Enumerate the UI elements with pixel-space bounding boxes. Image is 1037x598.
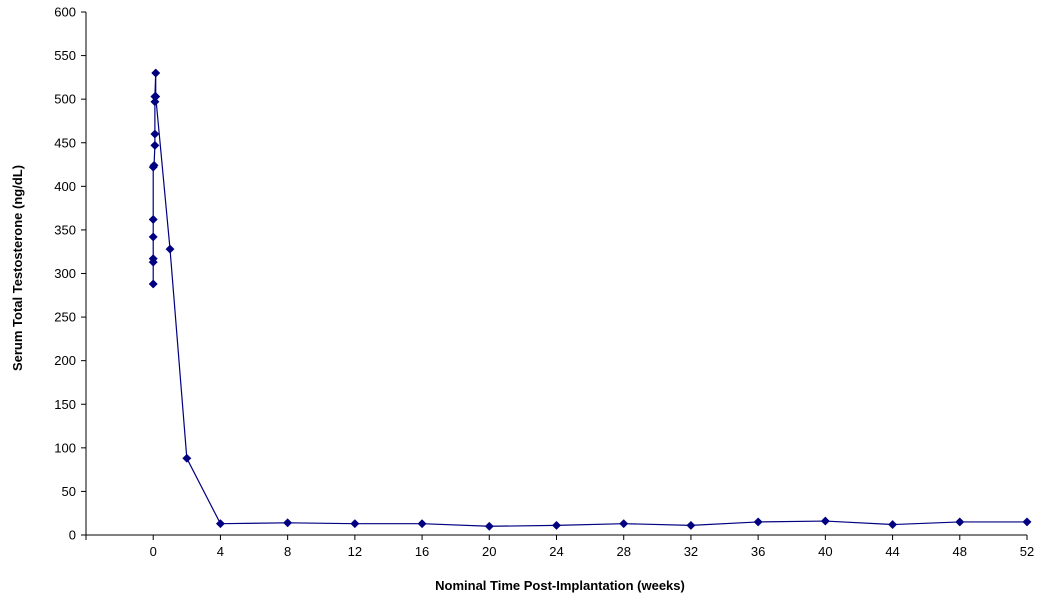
data-point [686,520,696,530]
data-point [148,279,158,289]
data-point [888,519,898,530]
data-point [484,521,494,531]
y-tick-label: 450 [54,135,76,150]
y-tick-label: 550 [54,48,76,63]
x-tick-label: 12 [348,544,362,559]
data-point [350,519,360,529]
data-point [753,517,763,527]
data-point [215,519,225,529]
data-point [149,160,159,170]
data-point [955,517,965,527]
data-point [148,254,158,264]
x-tick-label: 0 [150,544,157,559]
x-tick-label: 8 [284,544,291,559]
data-point [150,97,160,107]
x-tick-label: 44 [885,544,899,559]
y-tick-label: 350 [54,222,76,237]
axes [85,12,1027,536]
y-tick-label: 600 [54,5,76,20]
series [148,68,1032,531]
series-line [152,72,1027,527]
x-tick-label: 48 [953,544,967,559]
data-point [551,520,562,530]
y-tick-label: 500 [54,92,76,107]
x-tick-label: 28 [616,544,630,559]
y-tick-label: 50 [62,484,76,499]
x-tick-label: 24 [549,544,563,559]
y-tick-label: 0 [69,528,76,543]
x-tick-label: 52 [1020,544,1034,559]
x-tick-label: 36 [751,544,765,559]
y-axis-title: Serum Total Testosterone (ng/dL) [10,165,25,371]
y-tick-label: 200 [54,353,76,368]
y-tick-label: 100 [54,440,76,455]
data-point [1022,517,1032,527]
x-tick-label: 16 [415,544,429,559]
x-tick-label: 40 [818,544,832,559]
y-tick-label: 150 [54,397,76,412]
y-tick-label: 400 [54,179,76,194]
y-tick-label: 250 [54,310,76,325]
data-point [820,516,830,526]
data-point [165,244,175,254]
x-tick-label: 20 [482,544,496,559]
y-tick-label: 300 [54,266,76,281]
data-point [148,232,158,242]
x-axis-title: Nominal Time Post-Implantation (weeks) [435,578,685,593]
data-point [148,214,158,225]
data-point [417,519,427,529]
x-tick-label: 4 [217,544,224,559]
data-point [151,68,161,78]
data-point [182,453,192,463]
data-point [151,91,161,102]
data-point [150,129,160,139]
data-point [150,140,160,150]
data-point [619,519,629,529]
data-point [283,518,293,528]
x-tick-label: 32 [684,544,698,559]
